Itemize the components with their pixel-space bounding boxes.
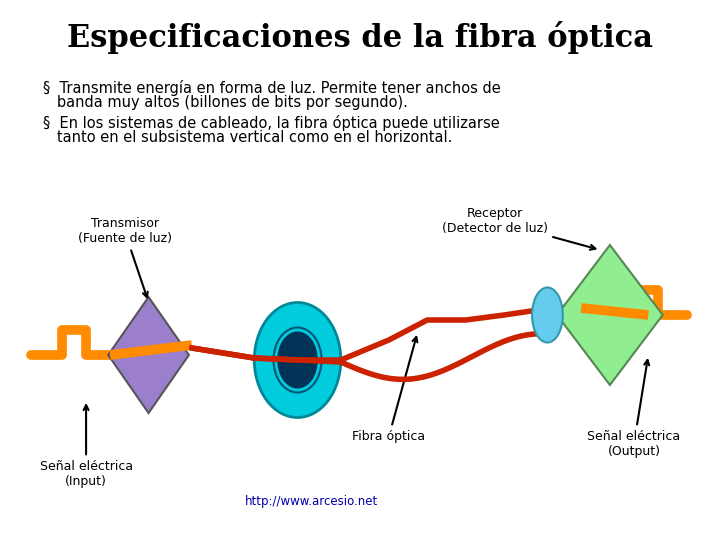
Text: Señal eléctrica
(Output): Señal eléctrica (Output) — [588, 360, 680, 458]
Text: Fibra óptica: Fibra óptica — [352, 337, 426, 443]
Ellipse shape — [532, 287, 563, 342]
Text: Transmisor
(Fuente de luz): Transmisor (Fuente de luz) — [78, 217, 171, 297]
Text: §  En los sistemas de cableado, la fibra óptica puede utilizarse: § En los sistemas de cableado, la fibra … — [42, 115, 500, 131]
Ellipse shape — [254, 302, 341, 417]
Polygon shape — [557, 245, 662, 385]
Text: http://www.arcesio.net: http://www.arcesio.net — [246, 495, 379, 508]
Text: tanto en el subsistema vertical como en el horizontal.: tanto en el subsistema vertical como en … — [42, 130, 452, 145]
Polygon shape — [108, 297, 189, 413]
Text: Señal eléctrica
(Input): Señal eléctrica (Input) — [40, 405, 132, 488]
Text: banda muy altos (billones de bits por segundo).: banda muy altos (billones de bits por se… — [42, 95, 408, 110]
Text: Receptor
(Detector de luz): Receptor (Detector de luz) — [441, 207, 595, 249]
Ellipse shape — [279, 333, 317, 388]
Text: Especificaciones de la fibra óptica: Especificaciones de la fibra óptica — [67, 22, 653, 55]
Text: §  Transmite energía en forma de luz. Permite tener anchos de: § Transmite energía en forma de luz. Per… — [42, 80, 500, 96]
